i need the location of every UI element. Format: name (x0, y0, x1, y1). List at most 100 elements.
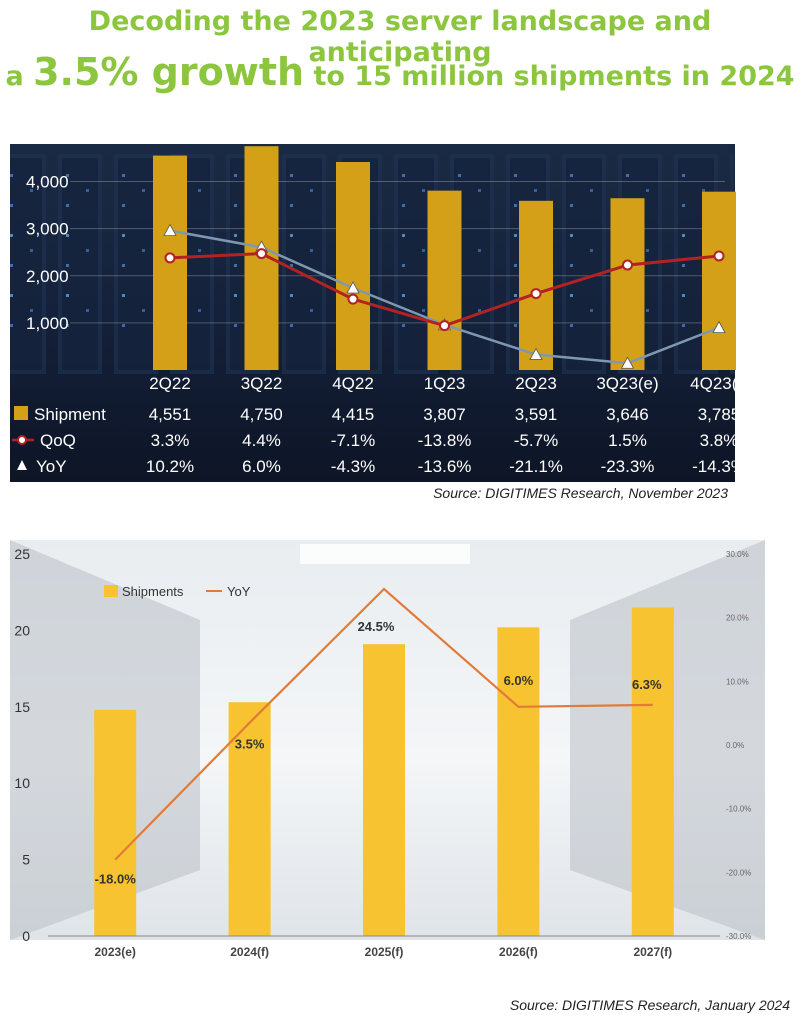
chart1-category-label: 4Q23(f) (690, 374, 748, 393)
chart2-yoy-line (114, 587, 653, 861)
chart1-yoy-value: -21.1% (509, 457, 563, 476)
chart1-shipment-value: 3,591 (515, 405, 558, 424)
chart2-category-label: 2023(e) (95, 945, 136, 959)
chart1-yoy-point (163, 223, 177, 237)
chart2-right-tick-label: -10.0% (726, 805, 751, 814)
chart1-yoy-point (712, 320, 726, 334)
chart1-shipment-value: 4,750 (240, 405, 283, 424)
chart1-right-tick-label: 5% (763, 242, 788, 261)
chart1-yoy-value: 6.0% (242, 457, 281, 476)
chart1-category-label: 3Q22 (241, 374, 283, 393)
chart1-qoq-point (530, 288, 542, 300)
chart2-shipment-bar (228, 702, 271, 936)
chart1-right-tick-label: 15% (754, 203, 788, 222)
chart1-legend-shipment-swatch (14, 406, 28, 420)
chart2-left-tick-label: 0 (22, 928, 30, 944)
chart1-qoq-value: 4.4% (242, 431, 281, 450)
chart1-yoy-value: -13.6% (418, 457, 472, 476)
chart2-right-tick-label: 10.0% (726, 677, 749, 686)
chart2-right-tick-label: -30.0% (726, 932, 751, 941)
chart2-right-tick-label: -20.0% (726, 868, 751, 877)
chart2-right-tick-label: 20.0% (726, 614, 749, 623)
chart1-right-tick-label: -25% (748, 361, 788, 380)
chart1-yoy-value: -4.3% (331, 457, 375, 476)
chart1-right-tick-label: 25% (754, 163, 788, 182)
chart1-legend-shipment-label: Shipment (34, 405, 106, 424)
chart1-legend-yoy-marker (17, 460, 27, 470)
chart1-category-label: 3Q23(e) (596, 374, 658, 393)
chart1-qoq-value: 3.8% (700, 431, 739, 450)
chart2-yoy-data-label: 6.3% (632, 677, 662, 692)
subtitle-prefix: a (5, 61, 34, 92)
chart1-qoq-point (713, 250, 725, 262)
chart1-qoq-value: -7.1% (331, 431, 375, 450)
chart1-shipment-bar (336, 161, 370, 370)
chart2-shipment-bar (631, 607, 674, 936)
chart2-left-tick-label: 5 (22, 852, 30, 868)
chart1-yoy-value: -14.3% (692, 457, 746, 476)
chart1-shipment-bar (519, 200, 553, 370)
chart1-yoy-value: -23.3% (601, 457, 655, 476)
chart2-left-tick-label: 20 (14, 622, 30, 638)
chart2-shipment-bar (363, 644, 405, 936)
chart1-qoq-point (164, 252, 176, 264)
chart2-ceiling-light (300, 544, 470, 564)
chart2-category-label: 2026(f) (499, 945, 538, 959)
chart1-legend-qoq-marker (17, 435, 27, 445)
chart1-category-label: 1Q23 (424, 374, 466, 393)
chart1-yoy-point (346, 281, 360, 294)
chart2-legend-shipments-label: Shipments (122, 584, 184, 599)
chart1-qoq-value: 3.3% (151, 431, 190, 450)
chart1-qoq-value: 1.5% (608, 431, 647, 450)
chart1-shipment-value: 3,785 (698, 405, 741, 424)
chart1-shipment-bar (702, 191, 736, 370)
chart1-shipment-bar (427, 190, 462, 370)
subtitle-highlight: 3.5% growth (33, 50, 305, 94)
chart1-right-tick-label: -5% (758, 282, 788, 301)
chart1-yoy-point (529, 347, 543, 360)
chart2-category-label: 2024(f) (230, 945, 269, 959)
chart1-source: Source: DIGITIMES Research, November 202… (433, 485, 728, 501)
chart1-category-label: 2Q22 (149, 374, 191, 393)
chart1-qoq-point (347, 293, 359, 305)
chart2-right-tick-label: 0.0% (726, 741, 744, 750)
chart1-category-label: 4Q22 (332, 374, 374, 393)
chart2-left-tick-label: 15 (14, 699, 30, 715)
chart1-shipment-value: 4,551 (149, 405, 192, 424)
chart1-left-tick-label: 1,000 (26, 314, 69, 333)
chart1-legend-yoy-label: YoY (36, 457, 67, 476)
chart1-shipment-value: 4,415 (332, 405, 375, 424)
chart1-yoy-point (620, 356, 635, 369)
chart1-shipment-value: 3,646 (606, 405, 649, 424)
chart1-left-tick-label: 2,000 (26, 267, 69, 286)
chart2-legend-yoy-label: YoY (227, 584, 251, 599)
chart2-shipment-bar (497, 627, 540, 936)
chart1-legend-qoq-label: QoQ (40, 431, 76, 450)
chart1-qoq-point (622, 259, 633, 271)
chart1-left-tick-label: 4,000 (26, 173, 69, 192)
chart1-category-label: 2Q23 (515, 374, 557, 393)
chart1-right-tick-label: -15% (748, 321, 788, 340)
chart1-qoq-value: -13.8% (418, 431, 472, 450)
chart1-shipment-bar (610, 198, 645, 370)
quarterly-shipments-chart: 1,0002,0003,0004,00025%15%5%-5%-15%-25% … (10, 144, 788, 482)
chart1-qoq-point (439, 320, 450, 332)
chart2-yoy-data-label: 3.5% (235, 737, 265, 752)
chart2-yoy-data-label: -18.0% (95, 872, 137, 887)
page-subtitle: a 3.5% growth to 15 million shipments in… (0, 50, 800, 94)
chart2-legend-shipments-swatch (104, 585, 118, 597)
chart1-yoy-value: 10.2% (146, 457, 194, 476)
chart2-category-label: 2027(f) (633, 945, 672, 959)
annual-shipments-chart: -18.0% 3.5% 24.5% 6.0% 6.3% 0 5 10 15 20 25 30.0% 2… (10, 540, 765, 959)
chart2-category-label: 2025(f) (365, 945, 404, 959)
chart2-shipment-bar (94, 709, 137, 936)
chart2-left-tick-label: 10 (14, 775, 30, 791)
chart2-source: Source: DIGITIMES Research, January 2024 (509, 997, 790, 1013)
chart1-left-tick-label: 3,000 (26, 220, 69, 239)
chart1-qoq-value: -5.7% (514, 431, 558, 450)
page-title: Decoding the 2023 server landscape and a… (88, 6, 712, 68)
chart2-right-tick-label: 30.0% (726, 550, 749, 559)
chart2-left-tick-label: 25 (14, 546, 30, 562)
chart2-yoy-data-label: 6.0% (504, 673, 534, 688)
chart2-yoy-data-label: 24.5% (358, 619, 395, 634)
